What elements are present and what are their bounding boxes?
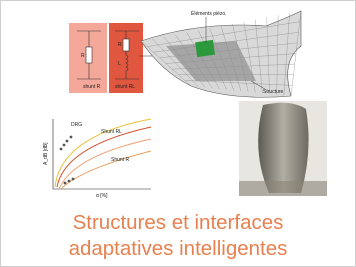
piezo-label: Éléments piézo. — [191, 10, 227, 17]
r-right-label: R — [118, 42, 122, 48]
title-line: Structures et interfaces — [73, 211, 284, 234]
curve-label: DRG — [71, 122, 82, 128]
r-left-label: R — [81, 53, 85, 59]
slide-art: shunt R shunt RL R R L Éléments piézo. S… — [1, 1, 355, 266]
l-right-label: L — [118, 61, 121, 67]
shunt-rl-label: shunt RL — [115, 84, 135, 90]
slide: shunt R shunt RL R R L Éléments piézo. S… — [0, 0, 356, 267]
curve-label: Shunt R — [111, 157, 129, 163]
title-line: adaptatives intelligentes — [69, 237, 288, 260]
shunt-r-label: shunt R — [83, 84, 101, 90]
structure-label: Structure — [263, 89, 284, 95]
x-axis-label: α [%] — [96, 193, 108, 199]
piezo-element — [195, 40, 215, 57]
photo-structure — [258, 103, 308, 193]
curve-label: Shunt RL — [101, 129, 122, 135]
graph: DRG Shunt RL Shunt R A_dB [dB] α [%] — [43, 119, 151, 199]
photo-floor — [239, 181, 327, 196]
y-axis-label: A_dB [dB] — [43, 142, 49, 165]
